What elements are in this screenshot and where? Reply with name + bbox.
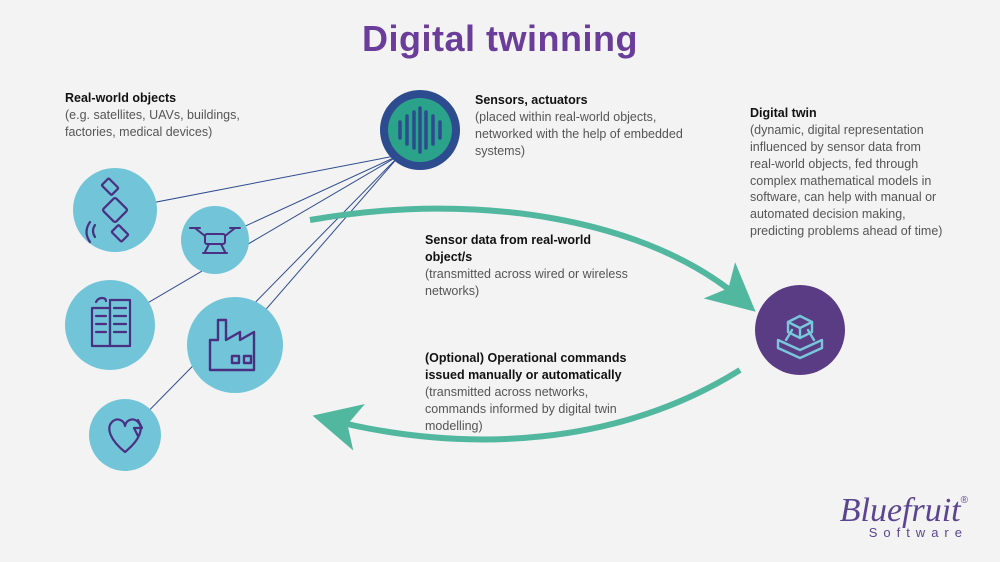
drone-node (181, 206, 249, 274)
flow-arrows (310, 209, 742, 440)
waveform-icon (400, 108, 440, 152)
satellite-node (73, 168, 157, 252)
brand-logo-script: Bluefruit® (840, 496, 968, 527)
digital-twin-node (755, 285, 845, 375)
building-node (65, 280, 155, 370)
brand-logo: Bluefruit® Software (840, 496, 968, 540)
real-world-nodes (65, 168, 283, 471)
sensor-hub (380, 90, 460, 170)
factory-node (187, 297, 283, 393)
arrow-bottom (330, 370, 740, 439)
arrow-top (310, 209, 742, 300)
diagram-canvas (0, 0, 1000, 562)
heart-node (89, 399, 161, 471)
